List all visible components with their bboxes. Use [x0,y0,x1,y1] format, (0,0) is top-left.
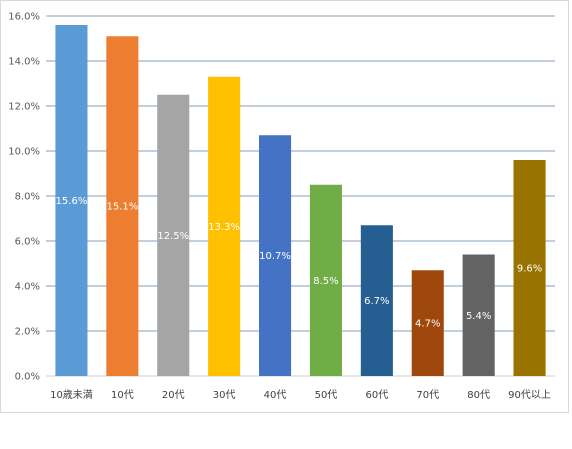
bar [462,254,495,376]
bar [309,184,342,376]
x-tick-label: 10代 [111,389,134,401]
data-label: 15.6% [56,196,88,207]
data-label: 8.5% [313,276,338,287]
y-axis-tick-labels: 0.0% 2.0% 4.0% 6.0% 8.0% 10.0% 12.0% 14.0% 16.0% [8,12,40,383]
x-tick-label: 40代 [264,389,287,401]
x-tick-label: 50代 [315,389,338,401]
bar [106,36,139,376]
bar [411,270,444,376]
data-label: 4.7% [415,319,440,330]
x-tick-label: 80代 [467,389,490,401]
data-label: 5.4% [466,311,491,322]
bar [259,135,292,376]
x-tick-label: 10歳未満 [50,389,93,401]
y-tick-label: 2.0% [15,327,40,338]
data-label: 9.6% [517,264,542,275]
y-tick-label: 6.0% [15,237,40,248]
bar [157,94,190,376]
bar [360,225,393,376]
x-tick-label: 60代 [365,389,388,401]
y-tick-label: 0.0% [15,372,40,383]
x-tick-label: 90代以上 [508,389,551,401]
data-label: 6.7% [364,296,389,307]
y-tick-label: 8.0% [15,192,40,203]
data-label: 12.5% [157,231,189,242]
bars: 15.6% 15.1% 12.5% 13.3% 10.7% 8.5% 6.7% 4.7% 5.4… [55,25,546,376]
y-tick-label: 4.0% [15,282,40,293]
x-tick-label: 20代 [162,389,185,401]
x-tick-label: 70代 [416,389,439,401]
data-label: 13.3% [208,222,240,233]
data-label: 15.1% [106,202,138,213]
bar [513,160,546,376]
bar [55,25,88,376]
data-label: 10.7% [259,251,291,262]
y-tick-label: 10.0% [8,147,40,158]
x-tick-label: 30代 [213,389,236,401]
x-axis-category-labels: 10歳未満 10代 20代 30代 40代 50代 60代 70代 80代 90代以上 [50,389,551,401]
y-tick-label: 14.0% [8,57,40,68]
y-tick-label: 12.0% [8,102,40,113]
y-tick-label: 16.0% [8,12,40,23]
bar [208,76,241,376]
